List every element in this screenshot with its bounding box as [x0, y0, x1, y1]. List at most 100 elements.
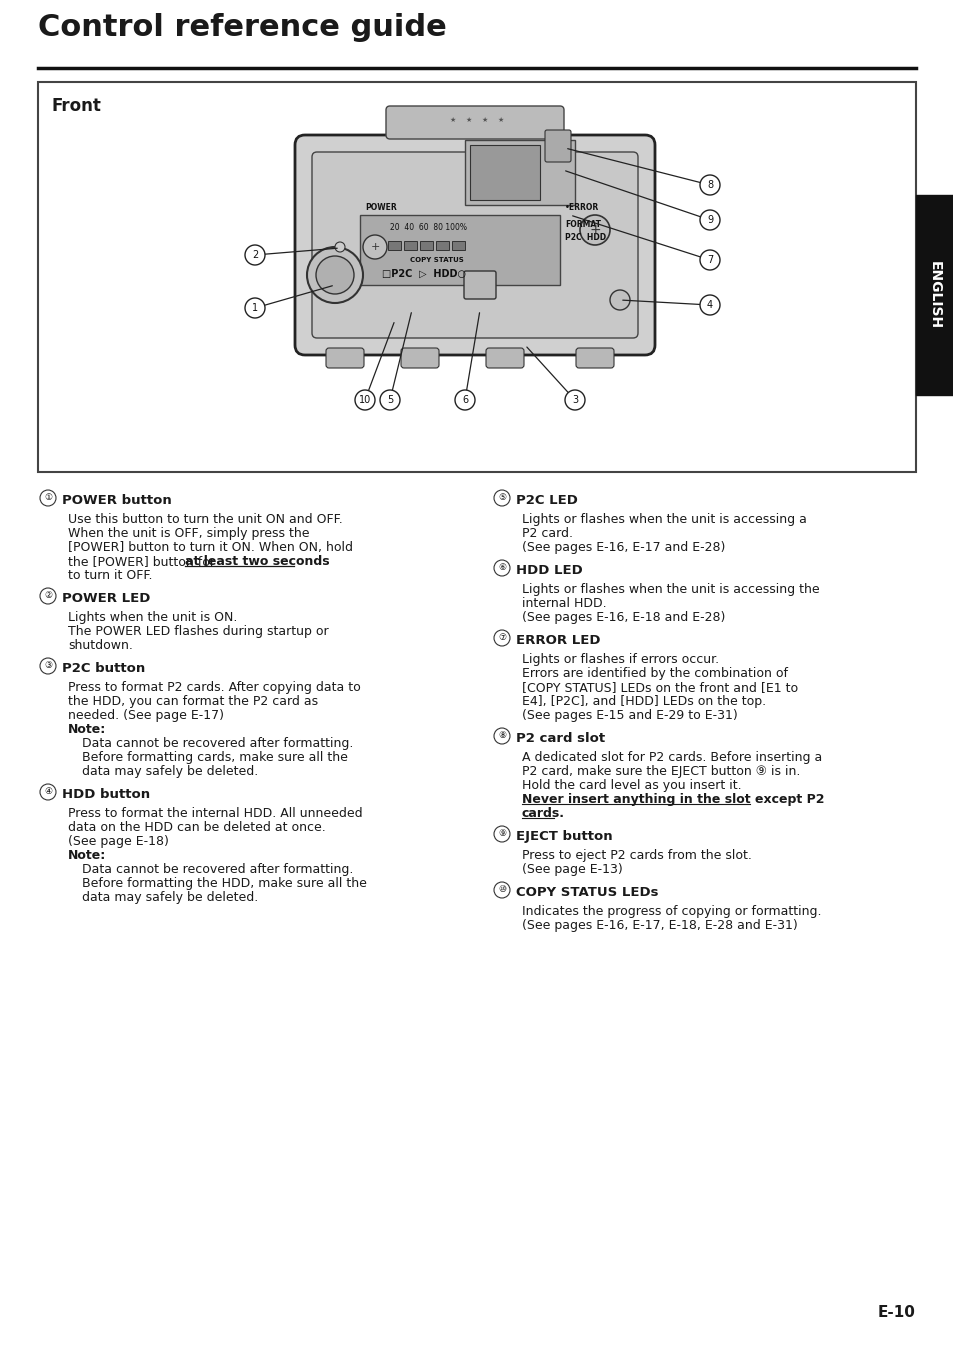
- Bar: [419, 241, 433, 250]
- Text: Note:: Note:: [68, 849, 106, 862]
- Text: ⑨: ⑨: [497, 830, 505, 839]
- Circle shape: [700, 250, 720, 270]
- Text: A dedicated slot for P2 cards. Before inserting a: A dedicated slot for P2 cards. Before in…: [521, 751, 821, 764]
- Text: 3: 3: [572, 395, 578, 405]
- Text: 10: 10: [358, 395, 371, 405]
- Text: Never insert anything in the slot except P2: Never insert anything in the slot except…: [521, 793, 823, 805]
- Circle shape: [609, 290, 629, 310]
- Text: ⑥: ⑥: [497, 564, 505, 572]
- Text: data may safely be deleted.: data may safely be deleted.: [82, 765, 258, 778]
- FancyBboxPatch shape: [576, 348, 614, 368]
- Circle shape: [564, 390, 584, 410]
- Text: Front: Front: [52, 97, 102, 115]
- Text: +: +: [370, 241, 379, 252]
- Bar: [403, 241, 416, 250]
- FancyBboxPatch shape: [470, 144, 539, 200]
- Circle shape: [245, 246, 265, 264]
- Bar: [452, 241, 464, 250]
- Circle shape: [355, 390, 375, 410]
- Text: The POWER LED flashes during startup or: The POWER LED flashes during startup or: [68, 625, 328, 638]
- Circle shape: [700, 210, 720, 229]
- Text: cards.: cards.: [521, 807, 564, 820]
- Text: P2C LED: P2C LED: [516, 494, 578, 507]
- Circle shape: [40, 658, 56, 674]
- Text: ④: ④: [44, 788, 52, 796]
- Text: E4], [P2C], and [HDD] LEDs on the top.: E4], [P2C], and [HDD] LEDs on the top.: [521, 695, 765, 708]
- FancyBboxPatch shape: [312, 152, 638, 339]
- FancyBboxPatch shape: [544, 130, 571, 162]
- Text: [COPY STATUS] LEDs on the front and [E1 to: [COPY STATUS] LEDs on the front and [E1 …: [521, 681, 798, 693]
- FancyBboxPatch shape: [400, 348, 438, 368]
- Text: COPY STATUS: COPY STATUS: [410, 258, 463, 263]
- Circle shape: [245, 298, 265, 318]
- FancyBboxPatch shape: [359, 214, 559, 285]
- Circle shape: [363, 235, 387, 259]
- Text: ②: ②: [44, 591, 52, 600]
- Circle shape: [335, 241, 345, 252]
- Circle shape: [315, 256, 354, 294]
- Circle shape: [700, 175, 720, 196]
- Text: Lights or flashes if errors occur.: Lights or flashes if errors occur.: [521, 653, 719, 666]
- Text: When the unit is OFF, simply press the: When the unit is OFF, simply press the: [68, 527, 309, 540]
- Text: the [POWER] button for: the [POWER] button for: [68, 554, 219, 568]
- Text: P2 card, make sure the EJECT button ⑨ is in.: P2 card, make sure the EJECT button ⑨ is…: [521, 765, 800, 778]
- Circle shape: [307, 247, 363, 304]
- Text: Data cannot be recovered after formatting.: Data cannot be recovered after formattin…: [82, 863, 353, 876]
- Bar: [388, 241, 400, 250]
- Text: the HDD, you can format the P2 card as: the HDD, you can format the P2 card as: [68, 695, 317, 708]
- Circle shape: [494, 560, 510, 576]
- Text: ERROR LED: ERROR LED: [516, 634, 599, 648]
- Text: 20  40  60  80 100%: 20 40 60 80 100%: [390, 223, 467, 232]
- Text: needed. (See page E-17): needed. (See page E-17): [68, 710, 224, 722]
- Circle shape: [494, 882, 510, 898]
- Text: POWER button: POWER button: [62, 494, 172, 507]
- Text: [POWER] button to turn it ON. When ON, hold: [POWER] button to turn it ON. When ON, h…: [68, 541, 353, 554]
- FancyBboxPatch shape: [326, 348, 364, 368]
- Circle shape: [40, 588, 56, 604]
- FancyBboxPatch shape: [386, 107, 563, 139]
- Text: ★: ★: [481, 117, 488, 123]
- Text: (See pages E-16, E-18 and E-28): (See pages E-16, E-18 and E-28): [521, 611, 724, 625]
- FancyBboxPatch shape: [294, 135, 655, 355]
- Text: data may safely be deleted.: data may safely be deleted.: [82, 890, 258, 904]
- Text: Press to format P2 cards. After copying data to: Press to format P2 cards. After copying …: [68, 681, 360, 693]
- Text: 2: 2: [252, 250, 258, 260]
- Text: data on the HDD can be deleted at once.: data on the HDD can be deleted at once.: [68, 822, 325, 834]
- Text: POWER: POWER: [365, 202, 396, 212]
- Text: ⑦: ⑦: [497, 634, 505, 642]
- Text: (See pages E-15 and E-29 to E-31): (See pages E-15 and E-29 to E-31): [521, 710, 737, 722]
- Text: HDD button: HDD button: [62, 788, 150, 801]
- Text: Control reference guide: Control reference guide: [38, 13, 446, 42]
- FancyBboxPatch shape: [463, 271, 496, 299]
- Text: Errors are identified by the combination of: Errors are identified by the combination…: [521, 666, 787, 680]
- Text: Before formatting cards, make sure all the: Before formatting cards, make sure all t…: [82, 751, 348, 764]
- Text: Lights or flashes when the unit is accessing the: Lights or flashes when the unit is acces…: [521, 583, 819, 596]
- Circle shape: [40, 490, 56, 506]
- Text: 9: 9: [706, 214, 712, 225]
- Text: 5: 5: [387, 395, 393, 405]
- Text: COPY STATUS LEDs: COPY STATUS LEDs: [516, 886, 658, 898]
- Text: ★: ★: [450, 117, 456, 123]
- Text: (See page E-18): (See page E-18): [68, 835, 169, 849]
- Circle shape: [579, 214, 609, 246]
- Text: P2C  HDD: P2C HDD: [564, 233, 605, 241]
- Text: P2 card slot: P2 card slot: [516, 733, 604, 745]
- Text: (See pages E-16, E-17 and E-28): (See pages E-16, E-17 and E-28): [521, 541, 724, 554]
- Text: ★: ★: [465, 117, 472, 123]
- Bar: [915, 196, 953, 395]
- Text: ③: ③: [44, 661, 52, 670]
- FancyBboxPatch shape: [485, 348, 523, 368]
- Text: 6: 6: [461, 395, 468, 405]
- Circle shape: [700, 295, 720, 316]
- Text: internal HDD.: internal HDD.: [521, 598, 606, 610]
- Circle shape: [494, 490, 510, 506]
- Text: P2C button: P2C button: [62, 662, 145, 674]
- Text: Use this button to turn the unit ON and OFF.: Use this button to turn the unit ON and …: [68, 513, 342, 526]
- Circle shape: [494, 728, 510, 745]
- Text: Indicates the progress of copying or formatting.: Indicates the progress of copying or for…: [521, 905, 821, 919]
- Text: EJECT button: EJECT button: [516, 830, 612, 843]
- Text: at least two seconds: at least two seconds: [185, 554, 329, 568]
- Text: ⑤: ⑤: [497, 494, 505, 502]
- Text: •ERROR: •ERROR: [564, 202, 598, 212]
- Text: Lights when the unit is ON.: Lights when the unit is ON.: [68, 611, 237, 625]
